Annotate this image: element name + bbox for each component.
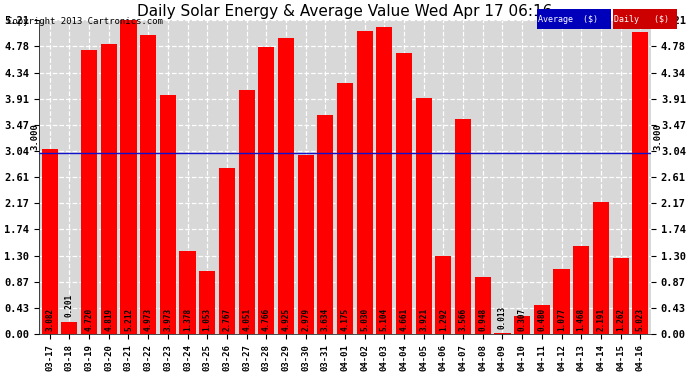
- Text: 5.030: 5.030: [360, 308, 369, 331]
- Text: 3.634: 3.634: [321, 308, 330, 331]
- Text: Daily   ($): Daily ($): [614, 15, 669, 24]
- Bar: [573, 246, 589, 334]
- Bar: [297, 155, 314, 334]
- Text: 1.468: 1.468: [577, 308, 586, 331]
- Text: 2.767: 2.767: [222, 308, 231, 331]
- Bar: [376, 27, 393, 334]
- Text: 4.051: 4.051: [242, 308, 251, 331]
- Text: 1.053: 1.053: [203, 308, 212, 331]
- Text: 4.175: 4.175: [340, 308, 350, 331]
- Bar: [278, 38, 294, 334]
- Bar: [199, 271, 215, 334]
- Bar: [514, 316, 530, 334]
- Bar: [495, 333, 511, 334]
- Bar: [120, 20, 137, 334]
- Text: 3.082: 3.082: [46, 308, 55, 331]
- Bar: [219, 168, 235, 334]
- Bar: [593, 202, 609, 334]
- Text: 3.921: 3.921: [420, 308, 428, 331]
- Text: 4.720: 4.720: [85, 308, 94, 331]
- Text: Copyright 2013 Cartronics.com: Copyright 2013 Cartronics.com: [7, 17, 163, 26]
- Bar: [239, 90, 255, 334]
- Text: 5.104: 5.104: [380, 308, 389, 331]
- Text: 1.262: 1.262: [616, 308, 625, 331]
- Title: Daily Solar Energy & Average Value Wed Apr 17 06:16: Daily Solar Energy & Average Value Wed A…: [137, 4, 553, 19]
- Bar: [101, 44, 117, 334]
- Text: 0.201: 0.201: [65, 294, 74, 317]
- Text: 0.480: 0.480: [538, 308, 546, 331]
- Bar: [317, 115, 333, 334]
- Text: 2.979: 2.979: [301, 308, 310, 331]
- Text: 0.307: 0.307: [518, 308, 526, 331]
- Bar: [613, 258, 629, 334]
- Bar: [455, 119, 471, 334]
- Bar: [396, 53, 412, 334]
- Text: 4.925: 4.925: [282, 308, 290, 331]
- Bar: [41, 148, 58, 334]
- Text: 3.000: 3.000: [31, 124, 40, 150]
- Bar: [632, 32, 649, 334]
- Bar: [553, 269, 570, 334]
- Bar: [435, 256, 451, 334]
- Bar: [475, 277, 491, 334]
- Text: 3.973: 3.973: [164, 308, 172, 331]
- Text: 3.566: 3.566: [459, 308, 468, 331]
- Text: 3.000: 3.000: [653, 124, 662, 150]
- Text: 4.661: 4.661: [400, 308, 408, 331]
- Text: 1.077: 1.077: [557, 308, 566, 331]
- Text: 5.212: 5.212: [124, 308, 133, 331]
- Bar: [337, 83, 353, 334]
- Text: 4.973: 4.973: [144, 308, 152, 331]
- Text: 4.766: 4.766: [262, 308, 270, 331]
- Text: Average  ($): Average ($): [538, 15, 598, 24]
- Bar: [179, 251, 195, 334]
- Text: 0.948: 0.948: [478, 308, 487, 331]
- Bar: [415, 98, 432, 334]
- Text: 1.378: 1.378: [183, 308, 192, 331]
- Text: 4.819: 4.819: [104, 308, 113, 331]
- Text: 1.292: 1.292: [439, 308, 448, 331]
- Bar: [140, 34, 156, 334]
- Text: 0.013: 0.013: [498, 306, 507, 328]
- Bar: [258, 47, 275, 334]
- Bar: [534, 305, 550, 334]
- Bar: [357, 31, 373, 334]
- Bar: [61, 322, 77, 334]
- Text: 5.023: 5.023: [635, 308, 644, 331]
- Bar: [81, 50, 97, 334]
- Text: 2.191: 2.191: [596, 308, 605, 331]
- Bar: [160, 95, 176, 334]
